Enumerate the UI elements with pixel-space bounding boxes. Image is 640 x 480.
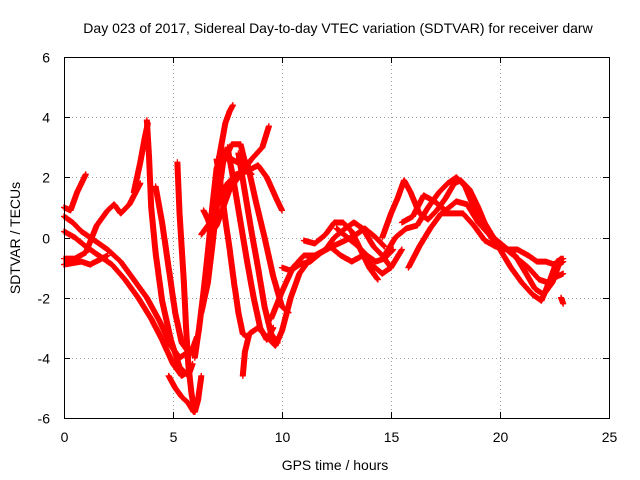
sdtvar-track: [235, 150, 281, 346]
y-tick-label: -6: [38, 411, 51, 427]
y-tick-label: 2: [42, 170, 50, 186]
x-axis-title: GPS time / hours: [282, 457, 389, 473]
y-tick-label: -4: [38, 351, 51, 367]
chart-title: Day 023 of 2017, Sidereal Day-to-day VTE…: [83, 20, 593, 36]
x-tick-label: 20: [493, 429, 509, 445]
sdtvar-track: [558, 294, 567, 307]
y-tick-label: -2: [38, 291, 51, 307]
y-tick-label: 4: [42, 110, 50, 126]
sdtvar-track: [333, 225, 397, 265]
y-axis-title: SDTVAR / TECUs: [7, 182, 23, 294]
y-tick-labels: -6 -4 -2 0 2 4 6: [38, 50, 51, 427]
sdtvar-track: [379, 177, 567, 286]
y-tick-label: 0: [42, 231, 50, 247]
x-tick-labels: 0 5 10 15 20 25: [61, 429, 618, 445]
sdtvar-track: [174, 159, 205, 415]
x-tick-label: 25: [602, 429, 618, 445]
sdtvar-track: [143, 117, 196, 379]
plot-frame: [64, 57, 610, 419]
data-points: [61, 102, 567, 415]
x-tick-label: 0: [61, 429, 69, 445]
y-tick-label: 6: [42, 50, 50, 66]
x-tick-label: 10: [275, 429, 291, 445]
x-tick-label: 5: [170, 429, 178, 445]
sdtvar-track: [165, 372, 197, 415]
sdtvar-track: [213, 156, 251, 340]
sdtvar-track: [398, 192, 567, 304]
x-tick-label: 15: [384, 429, 400, 445]
sdtvar-track: [405, 210, 564, 271]
